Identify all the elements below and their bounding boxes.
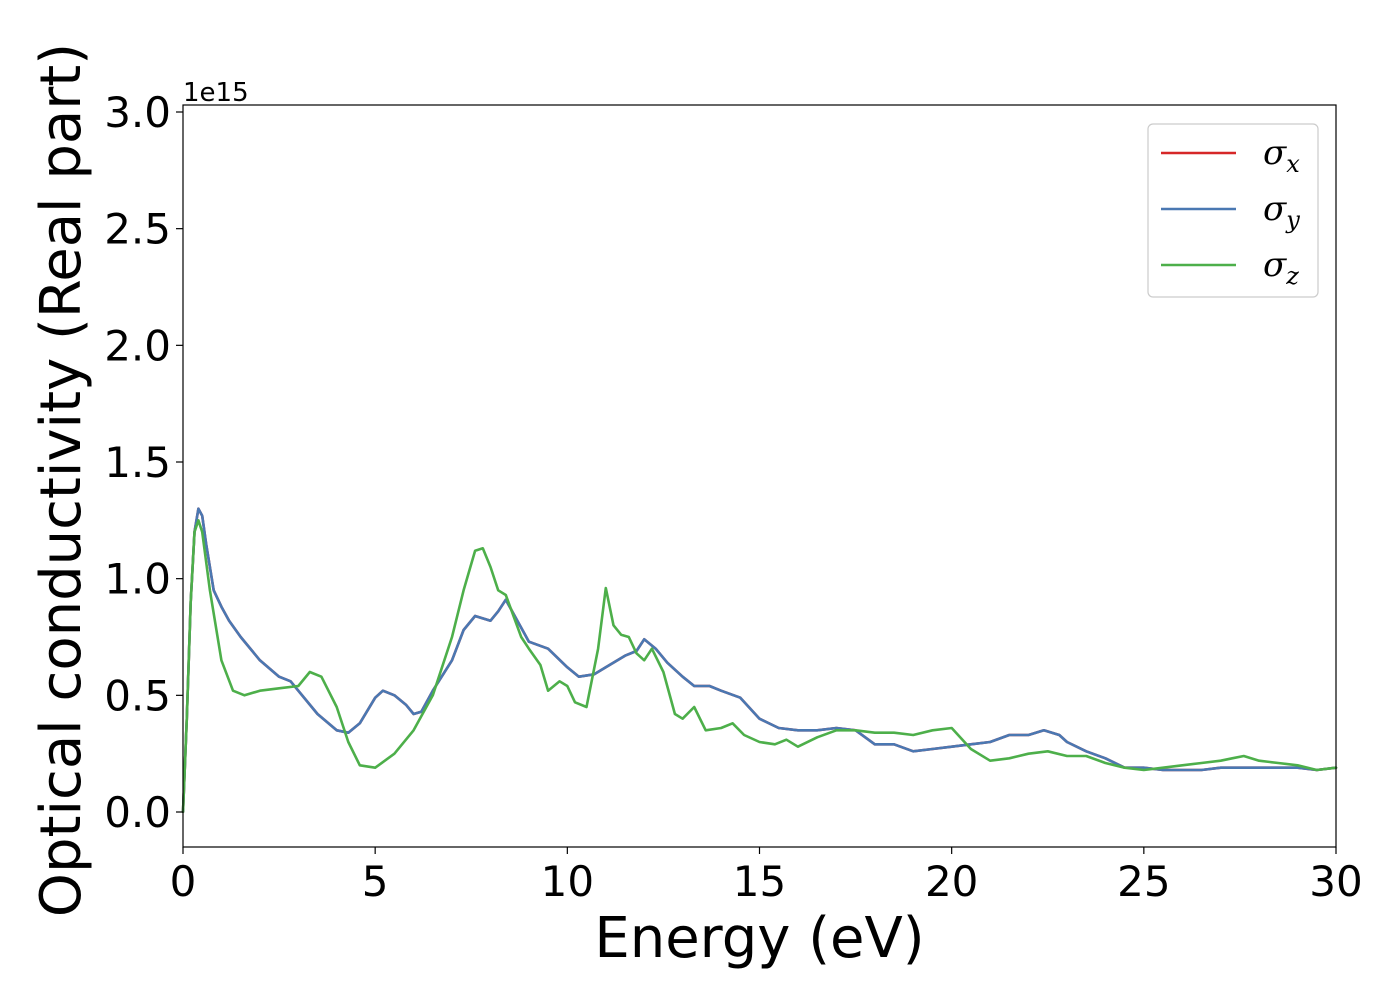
legend: σx σy σz [1147, 123, 1319, 298]
y-offset-label: 1e15 [183, 78, 249, 108]
x-tick-label: 30 [1309, 857, 1362, 906]
legend-entry-y: σy [1263, 189, 1300, 234]
y-tick-label: 1.0 [104, 555, 171, 604]
x-tick-label: 10 [541, 857, 594, 906]
y-axis-label: Optical conductivity (Real part) [29, 43, 94, 917]
x-tick-label: 20 [925, 857, 978, 906]
legend-entry-z: σz [1263, 245, 1299, 290]
x-tick-label: 15 [733, 857, 786, 906]
y-tick-label: 0.5 [104, 671, 171, 720]
y-tick-label: 3.0 [104, 88, 171, 137]
y-axis-ticks: 0.0 0.5 1.0 1.5 2.0 2.5 3.0 [104, 88, 183, 837]
plot-lines [181, 507, 1338, 814]
y-tick-label: 2.0 [104, 321, 171, 370]
legend-entry-x: σx [1263, 133, 1300, 178]
y-tick-label: 1.5 [104, 438, 171, 487]
x-axis-ticks: 0 5 10 15 20 25 30 [170, 847, 1363, 906]
y-tick-label: 0.0 [104, 788, 171, 837]
x-axis-label: Energy (eV) [594, 906, 924, 971]
y-tick-label: 2.5 [104, 205, 171, 254]
x-tick-label: 5 [362, 857, 389, 906]
series-line-z [181, 518, 1338, 814]
legend-box [1147, 123, 1319, 298]
x-tick-label: 25 [1117, 857, 1170, 906]
x-tick-label: 0 [170, 857, 197, 906]
